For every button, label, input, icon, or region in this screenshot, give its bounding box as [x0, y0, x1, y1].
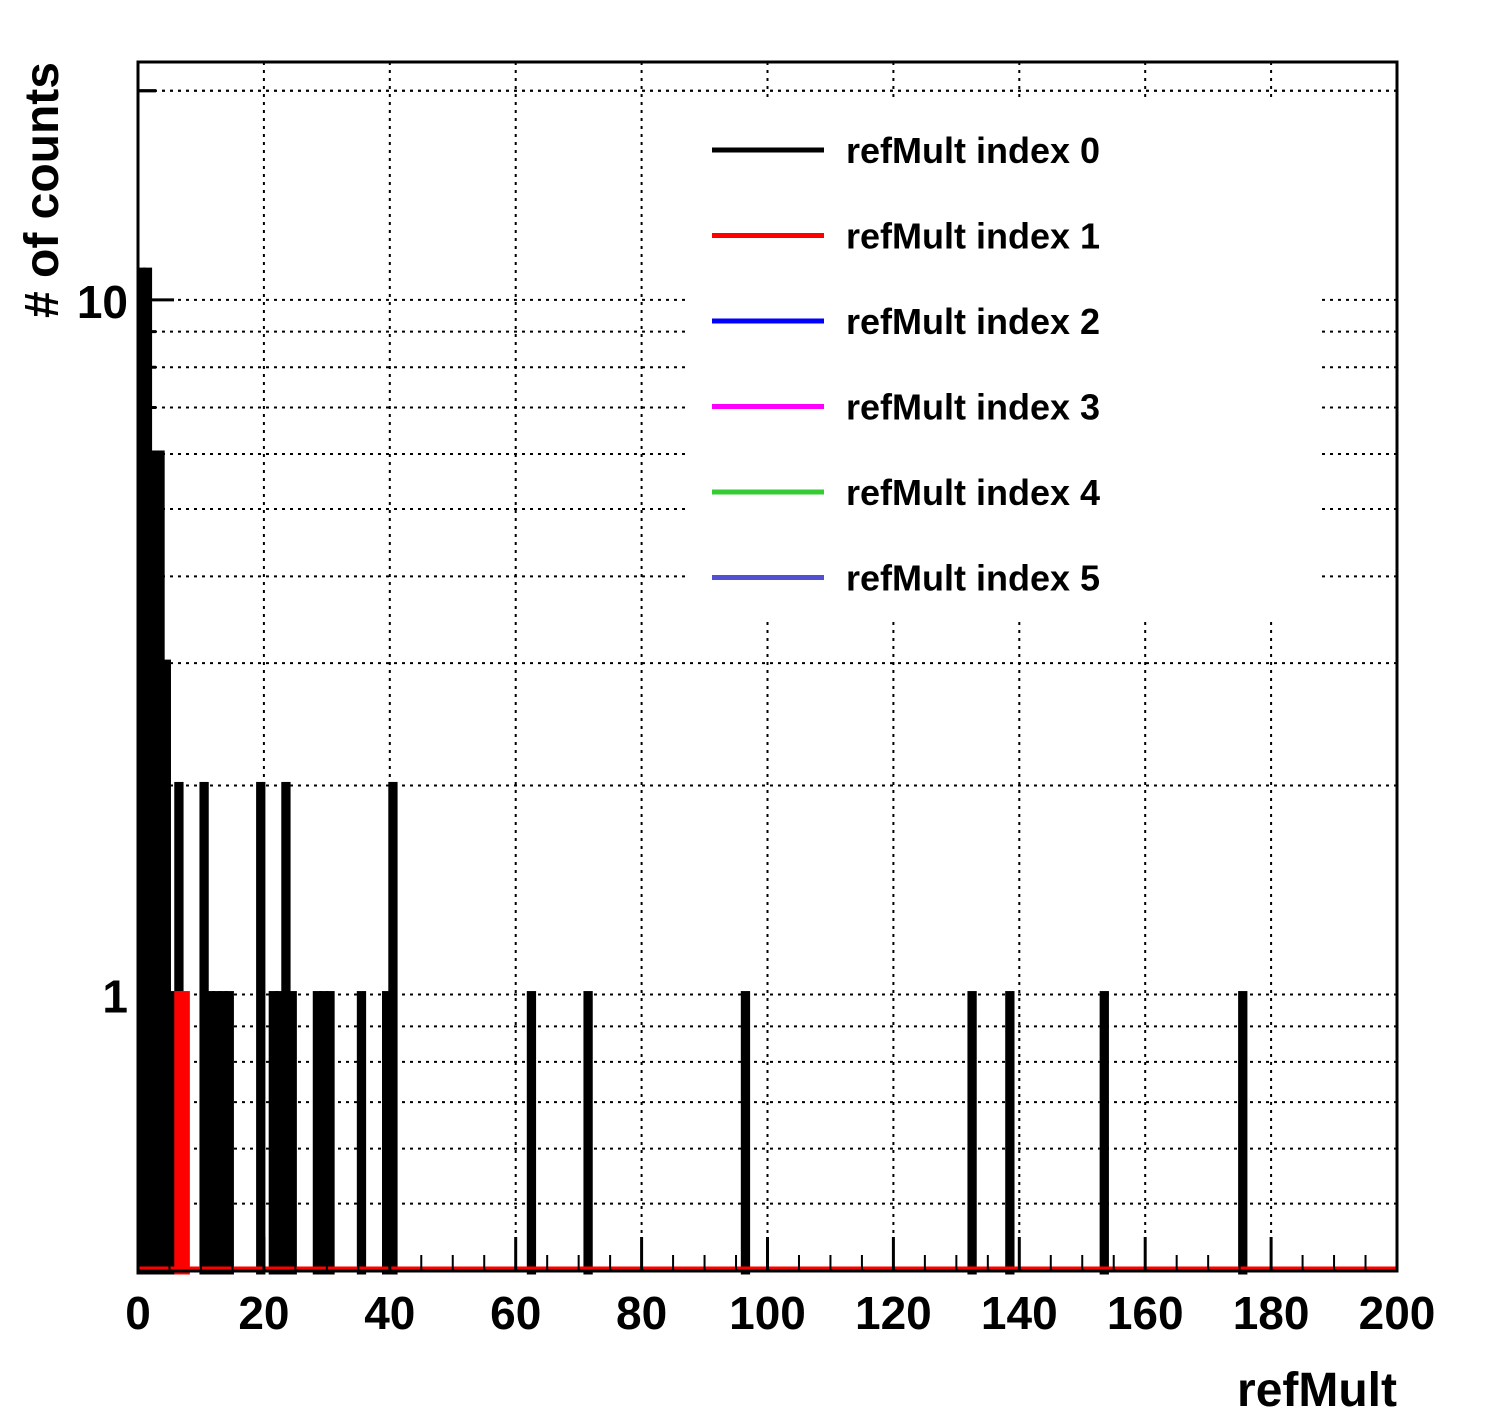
histogram-bin: [142, 267, 153, 1275]
histogram-bin: [167, 991, 178, 1275]
histogram-bin: [1238, 991, 1248, 1275]
legend-label-3: refMult index 3: [846, 387, 1100, 428]
axes: 0 20 40 60 80 100 120 140 160 180 200 1 10: [77, 60, 1436, 1339]
histogram-bin: [312, 991, 323, 1275]
histogram-bin: [356, 991, 367, 1275]
series-1: [174, 991, 190, 1275]
histogram-bin: [212, 991, 222, 1275]
x-tick-label: 0: [125, 1287, 151, 1339]
x-tick-label: 20: [238, 1287, 289, 1339]
histogram-bin: [218, 991, 228, 1275]
legend-label-4: refMult index 4: [846, 472, 1100, 513]
x-tick-label: 140: [981, 1287, 1058, 1339]
legend-label-2: refMult index 2: [846, 301, 1100, 342]
legend-label-5: refMult index 5: [846, 558, 1100, 599]
histogram-bin: [1099, 991, 1109, 1275]
histogram-bin: [740, 991, 751, 1275]
histogram-bin: [382, 991, 392, 1275]
x-tick-label: 40: [364, 1287, 415, 1339]
histogram-bin: [325, 991, 335, 1275]
histogram-bin: [281, 781, 291, 1275]
x-tick-label: 100: [729, 1287, 806, 1339]
histogram-bin: [274, 991, 285, 1275]
legend-label-0: refMult index 0: [846, 130, 1100, 171]
histogram-bin: [161, 659, 171, 1275]
histogram-bin: [583, 991, 593, 1275]
x-tick-label: 200: [1359, 1287, 1436, 1339]
histogram-bin: [388, 781, 398, 1275]
histogram-bin: [199, 781, 209, 1275]
histogram-bin: [136, 267, 146, 1275]
histogram-bin: [174, 991, 184, 1275]
x-axis-title: refMult: [1237, 1364, 1397, 1417]
histogram-bin: [256, 781, 266, 1275]
y-axis-title: # of counts: [16, 62, 69, 318]
x-tick-label: 60: [490, 1287, 541, 1339]
y-tick-label: 10: [77, 276, 128, 328]
x-tick-label: 180: [1233, 1287, 1310, 1339]
histogram-bin: [967, 991, 977, 1275]
legend: refMult index 0 refMult index 1 refMult in…: [690, 100, 1320, 620]
histogram-bin: [155, 450, 165, 1275]
histogram-bin: [1005, 991, 1015, 1275]
legend-label-1: refMult index 1: [846, 216, 1100, 257]
histogram-bin: [287, 991, 297, 1275]
y-tick-label: 1: [102, 971, 128, 1023]
legend-box: [690, 100, 1320, 620]
histogram-bin: [526, 991, 537, 1275]
histogram-bin: [205, 991, 216, 1275]
histogram-bin: [268, 991, 278, 1275]
histogram-bin: [180, 991, 190, 1275]
histogram-bin: [224, 991, 234, 1275]
x-tick-label: 80: [616, 1287, 667, 1339]
x-tick-label: 120: [855, 1287, 932, 1339]
histogram-bin: [319, 991, 329, 1275]
x-tick-label: 160: [1107, 1287, 1184, 1339]
